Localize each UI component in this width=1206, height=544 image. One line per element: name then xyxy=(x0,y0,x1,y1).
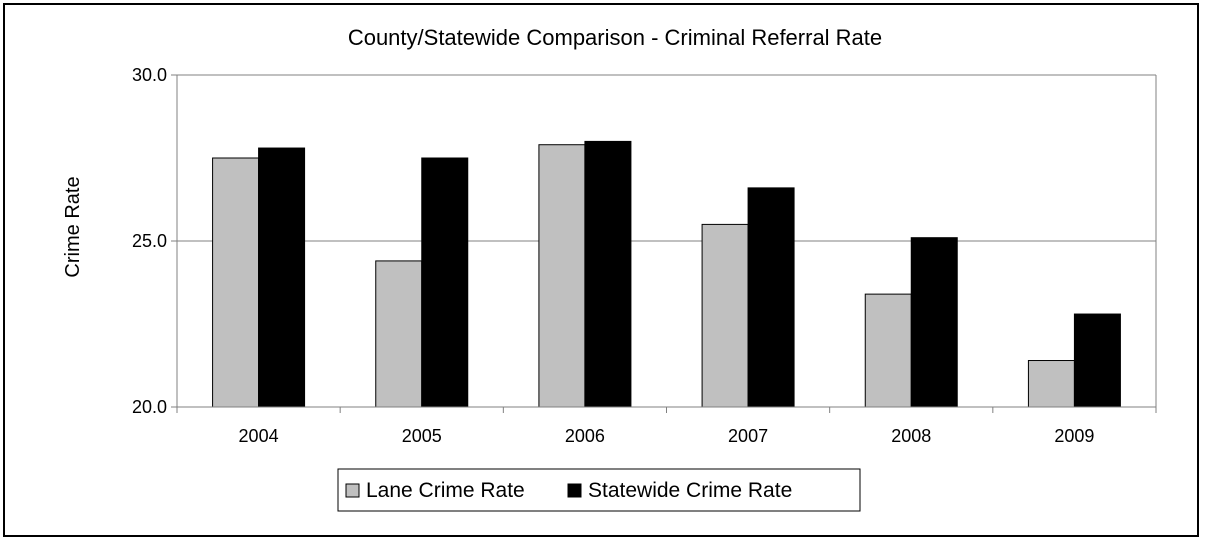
chart-title: County/Statewide Comparison - Criminal R… xyxy=(348,25,882,50)
legend-swatch-lane xyxy=(345,483,360,498)
chart-frame: County/Statewide Comparison - Criminal R… xyxy=(3,3,1199,537)
bar-statewide xyxy=(1073,313,1121,408)
axes xyxy=(171,74,1157,413)
bar-statewide xyxy=(258,147,306,408)
y-axis-label: Crime Rate xyxy=(62,176,84,277)
x-tick-label: 2004 xyxy=(239,426,279,446)
bar-lane xyxy=(864,293,912,408)
bar-statewide xyxy=(747,187,795,408)
bar-chart: County/Statewide Comparison - Criminal R… xyxy=(62,25,1157,512)
bar-lane xyxy=(538,144,586,408)
legend-label-statewide: Statewide Crime Rate xyxy=(588,479,792,502)
x-tick-label: 2007 xyxy=(728,426,768,446)
bar-lane xyxy=(1027,360,1075,408)
legend-swatch-statewide xyxy=(567,483,582,498)
x-tick-label: 2006 xyxy=(565,426,605,446)
tick-labels: 20.0 25.0 30.0 2004 2005 2006 2007 2008 2009 xyxy=(132,65,1094,446)
bar-statewide xyxy=(584,140,632,408)
bar-lane xyxy=(701,223,749,408)
legend-box xyxy=(337,468,861,512)
x-tick-label: 2008 xyxy=(891,426,931,446)
legend: Lane Crime Rate Statewide Crime Rate xyxy=(337,468,861,512)
gridlines xyxy=(177,74,1156,242)
bar-statewide xyxy=(910,237,958,408)
y-tick-label: 20.0 xyxy=(132,397,167,417)
bar-statewide xyxy=(421,157,469,408)
bars xyxy=(212,140,1121,408)
bar-lane xyxy=(212,157,260,408)
y-tick-label: 25.0 xyxy=(132,231,167,251)
legend-label-lane: Lane Crime Rate xyxy=(366,479,525,502)
x-tick-label: 2009 xyxy=(1054,426,1094,446)
bar-lane xyxy=(375,260,423,408)
x-tick-label: 2005 xyxy=(402,426,442,446)
y-tick-label: 30.0 xyxy=(132,65,167,85)
